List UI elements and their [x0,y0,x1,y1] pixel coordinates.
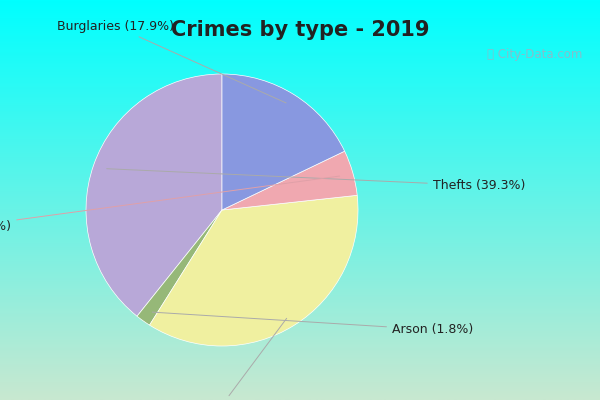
Wedge shape [149,195,358,346]
Wedge shape [86,74,222,316]
Text: ⓘ City-Data.com: ⓘ City-Data.com [487,48,582,61]
Text: Thefts (39.3%): Thefts (39.3%) [107,169,525,192]
Text: Burglaries (17.9%): Burglaries (17.9%) [58,20,286,103]
Text: Arson (1.8%): Arson (1.8%) [152,312,473,336]
Text: Crimes by type - 2019: Crimes by type - 2019 [171,20,429,40]
Wedge shape [222,151,357,210]
Text: Rapes (5.4%): Rapes (5.4%) [0,176,340,233]
Wedge shape [137,210,222,325]
Text: Assaults (35.7%): Assaults (35.7%) [167,318,287,400]
Wedge shape [222,74,344,210]
